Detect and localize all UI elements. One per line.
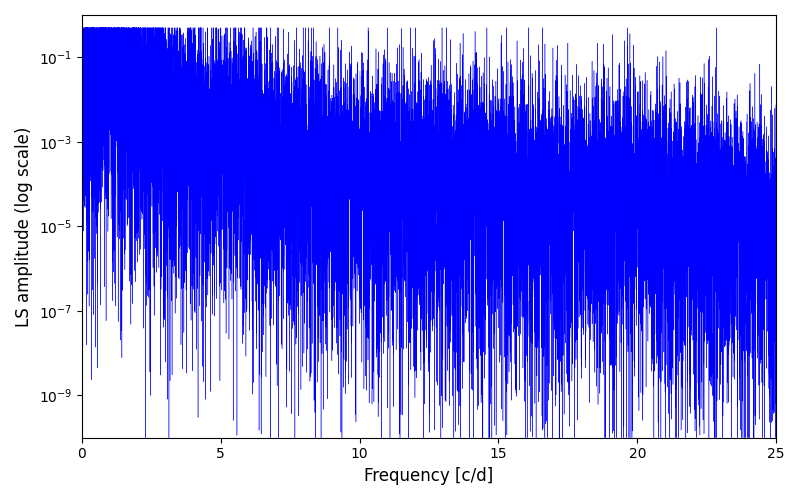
Y-axis label: LS amplitude (log scale): LS amplitude (log scale): [15, 126, 33, 326]
X-axis label: Frequency [c/d]: Frequency [c/d]: [364, 467, 494, 485]
